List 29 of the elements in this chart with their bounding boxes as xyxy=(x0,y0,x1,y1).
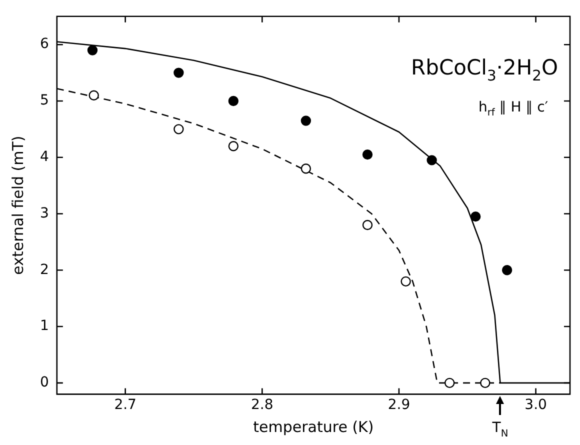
y-tick-label: 6 xyxy=(40,36,49,52)
y-axis-title: external field (mT) xyxy=(8,136,27,275)
y-tick-label: 2 xyxy=(40,262,49,278)
point xyxy=(88,90,99,100)
point xyxy=(426,155,437,166)
point xyxy=(228,96,239,106)
point xyxy=(228,140,239,152)
y-tick-label: 0 xyxy=(40,374,49,391)
point xyxy=(87,45,98,56)
point xyxy=(480,378,490,388)
x-tick-label: 2.8 xyxy=(251,397,274,414)
point xyxy=(470,211,481,222)
y-tick-label: 1 xyxy=(40,318,49,334)
point xyxy=(444,378,455,388)
point xyxy=(362,220,373,230)
point xyxy=(174,68,184,78)
y-tick-label: 4 xyxy=(40,149,49,166)
point xyxy=(174,124,184,134)
x-tick-label: 2.7 xyxy=(114,397,136,414)
point xyxy=(502,265,512,276)
point xyxy=(300,164,312,174)
point xyxy=(300,116,312,126)
point xyxy=(362,149,373,160)
point xyxy=(400,276,411,287)
y-tick-label: 3 xyxy=(40,205,49,222)
x-tick-label: 3.0 xyxy=(524,397,547,414)
x-tick-label: 2.9 xyxy=(388,397,410,414)
y-tick-label: 5 xyxy=(40,92,49,109)
x-axis-title: temperature (K) xyxy=(253,418,374,436)
